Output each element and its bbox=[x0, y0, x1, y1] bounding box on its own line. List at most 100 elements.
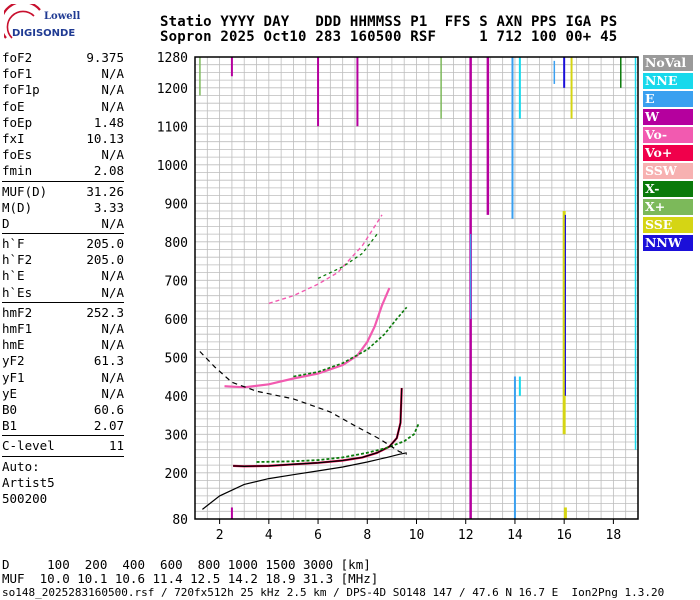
chart-traces bbox=[199, 57, 637, 519]
header-line-2: Sopron 2025 Oct10 283 160500 RSF 1 712 1… bbox=[160, 29, 618, 45]
param-value: 3.33 bbox=[93, 199, 124, 215]
param-divider bbox=[2, 455, 124, 457]
chart-ticks: 2 4 6 8 10 12 14 16 18 80 200 300 400 500 600 700 800 900… bbox=[157, 51, 622, 543]
param-value: 9.375 bbox=[86, 50, 124, 65]
x-tick-label: 16 bbox=[556, 528, 572, 543]
o-trace-third-hop bbox=[268, 214, 383, 305]
y-tick-label: 900 bbox=[165, 197, 188, 212]
distance-row: D 100 200 400 600 800 1000 1500 3000 [km… bbox=[2, 557, 371, 572]
x-tick-label: 18 bbox=[606, 528, 622, 543]
svg-text:Lowell: Lowell bbox=[44, 11, 80, 22]
param-value: N/A bbox=[101, 385, 124, 401]
x-tick-label: 4 bbox=[265, 528, 273, 543]
x-tick-label: 8 bbox=[363, 528, 371, 543]
legend-item-vo-plus: Vo+ bbox=[643, 145, 693, 161]
y-tick-label: 1280 bbox=[157, 51, 188, 66]
auto-artist: Artist5 bbox=[2, 474, 55, 490]
param-label: yF2 bbox=[2, 353, 25, 369]
y-tick-label: 500 bbox=[165, 351, 188, 366]
param-label: hmE bbox=[2, 337, 25, 353]
param-value: N/A bbox=[101, 66, 124, 82]
o-trace-first-hop bbox=[233, 388, 403, 468]
legend-item-sse: SSE bbox=[643, 217, 693, 233]
legend-item-nne: NNE bbox=[643, 73, 693, 89]
o-trace-second-hop bbox=[224, 287, 391, 389]
x-tick-label: 2 bbox=[216, 528, 224, 543]
param-label: hmF2 bbox=[2, 304, 33, 320]
auto-label: Auto: bbox=[2, 458, 40, 474]
param-label: D bbox=[2, 215, 10, 231]
param-row: h`F 205.0 bbox=[2, 236, 124, 252]
legend-item-vo-minus: Vo- bbox=[643, 127, 693, 143]
param-label: foF1p bbox=[2, 82, 40, 98]
param-value: N/A bbox=[101, 98, 124, 114]
param-label: B0 bbox=[2, 401, 18, 417]
y-tick-label: 600 bbox=[165, 313, 188, 328]
param-row: foE N/A bbox=[2, 99, 124, 115]
param-label: C-level bbox=[2, 438, 55, 454]
param-row: h`F2 205.0 bbox=[2, 252, 124, 268]
y-tick-label: 800 bbox=[165, 236, 188, 251]
param-row: foEp 1.48 bbox=[2, 115, 124, 131]
x-tick-label: 10 bbox=[409, 528, 425, 543]
param-row: h`E N/A bbox=[2, 268, 124, 284]
param-row: MUF(D) 31.26 bbox=[2, 184, 124, 200]
param-value: 31.26 bbox=[86, 183, 124, 199]
param-row: hmF1 N/A bbox=[2, 321, 124, 337]
param-label: yE bbox=[2, 385, 18, 401]
param-value: N/A bbox=[101, 284, 124, 300]
y-tick-label: 300 bbox=[165, 428, 188, 443]
param-label: M(D) bbox=[2, 199, 33, 215]
param-row: B1 2.07 bbox=[2, 418, 124, 434]
param-value: N/A bbox=[101, 147, 124, 163]
param-divider bbox=[2, 435, 124, 437]
y-tick-label: 80 bbox=[172, 513, 188, 528]
param-row: hmE N/A bbox=[2, 337, 124, 353]
param-divider bbox=[2, 301, 124, 303]
x-tick-label: 12 bbox=[458, 528, 474, 543]
legend-item-nnw: NNW bbox=[643, 235, 693, 251]
param-value: 2.08 bbox=[93, 163, 124, 179]
chart-grid bbox=[195, 57, 638, 519]
param-row: yF2 61.3 bbox=[2, 353, 124, 369]
legend-item-x-plus: X+ bbox=[643, 199, 693, 215]
param-value: N/A bbox=[101, 268, 124, 284]
auto-code: 500200 bbox=[2, 490, 48, 506]
param-row: B0 60.6 bbox=[2, 402, 124, 418]
param-label: hmF1 bbox=[2, 321, 33, 336]
param-value: 205.0 bbox=[86, 252, 124, 268]
y-tick-label: 1000 bbox=[157, 159, 188, 174]
param-value: 10.13 bbox=[86, 130, 124, 146]
param-value: 60.6 bbox=[93, 401, 124, 417]
param-row: h`Es N/A bbox=[2, 285, 124, 301]
param-value: N/A bbox=[101, 215, 124, 231]
param-row: fxI 10.13 bbox=[2, 131, 124, 147]
x-trace-second-hop bbox=[293, 306, 408, 378]
model-curve-dashed bbox=[199, 351, 407, 455]
legend: NoVal NNE E W Vo- Vo+ SSW X- X+ SSE NNW bbox=[643, 55, 693, 253]
y-tick-label: 1100 bbox=[157, 120, 188, 135]
x-tick-label: 6 bbox=[314, 528, 322, 543]
muf-row: MUF 10.0 10.1 10.6 11.4 12.5 14.2 18.9 3… bbox=[2, 571, 379, 586]
y-tick-label: 1200 bbox=[157, 82, 188, 97]
param-label: MUF(D) bbox=[2, 183, 48, 199]
param-row: fmin 2.08 bbox=[2, 163, 124, 179]
param-label: yF1 bbox=[2, 369, 25, 385]
param-value: 2.07 bbox=[93, 418, 124, 434]
header-line-1: Statio YYYY DAY DDD HHMMSS P1 FFS S AXN … bbox=[160, 14, 618, 30]
param-value: N/A bbox=[101, 82, 124, 98]
param-row: yF1 N/A bbox=[2, 370, 124, 386]
file-info-footer: so148_2025283160500.rsf / 720fx512h 25 k… bbox=[2, 586, 665, 599]
svg-text:DIGISONDE: DIGISONDE bbox=[12, 28, 75, 39]
parameter-panel: foF2 9.375 foF1 N/A foF1p N/A foE N/A foEp 1.… bbox=[2, 50, 124, 507]
param-label: h`E bbox=[2, 268, 25, 284]
param-row: D N/A bbox=[2, 216, 124, 232]
param-label: h`F2 bbox=[2, 252, 33, 268]
param-row: hmF2 252.3 bbox=[2, 305, 124, 321]
param-value: 61.3 bbox=[93, 353, 124, 369]
param-label: fxI bbox=[2, 130, 25, 146]
param-row: foF1 N/A bbox=[2, 66, 124, 82]
param-label: h`F bbox=[2, 236, 25, 252]
chart-frame bbox=[194, 56, 639, 520]
